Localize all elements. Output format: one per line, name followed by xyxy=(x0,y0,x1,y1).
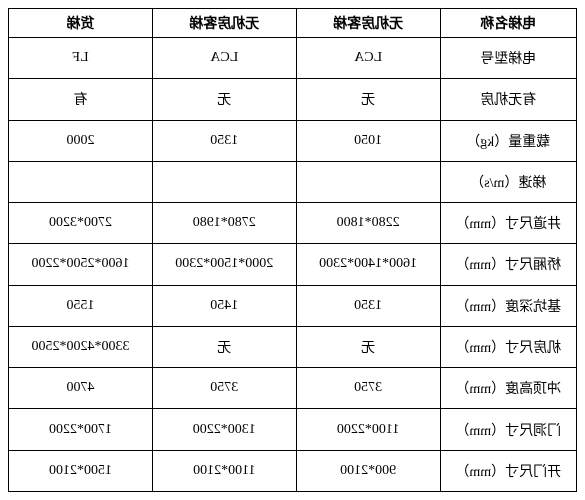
header-col3: 货梯 xyxy=(9,9,153,38)
row-cell: 3300*4200*2500 xyxy=(9,326,153,367)
table-body: 电梯型号 LCA LCA LF 有无机房 无 无 有 载重量（kg） 1050 … xyxy=(9,38,577,492)
row-cell: 1350 xyxy=(152,120,296,161)
row-cell: LF xyxy=(9,38,153,79)
row-cell: 900*2100 xyxy=(296,450,440,491)
row-cell: 1600*1400*2300 xyxy=(296,244,440,285)
row-cell xyxy=(296,161,440,202)
row-cell: LCA xyxy=(152,38,296,79)
row-label: 载重量（kg） xyxy=(440,120,576,161)
header-col1: 无机房客梯 xyxy=(296,9,440,38)
row-label: 基坑深度（mm） xyxy=(440,285,576,326)
row-cell: 1050 xyxy=(296,120,440,161)
row-cell: 无 xyxy=(152,79,296,120)
row-label: 冲顶高度（mm） xyxy=(440,368,576,409)
table-row: 电梯型号 LCA LCA LF xyxy=(9,38,577,79)
row-cell: 1100*2200 xyxy=(296,409,440,450)
table-row: 基坑深度（mm） 1350 1450 1550 xyxy=(9,285,577,326)
table-row: 载重量（kg） 1050 1350 2000 xyxy=(9,120,577,161)
header-label: 电梯名称 xyxy=(440,9,576,38)
row-label: 桥厢尺寸（mm） xyxy=(440,244,576,285)
table-row: 门洞尺寸（mm） 1100*2200 1300*2200 1700*2200 xyxy=(9,409,577,450)
row-cell xyxy=(9,161,153,202)
row-cell: 3750 xyxy=(296,368,440,409)
row-label: 井道尺寸（mm） xyxy=(440,203,576,244)
row-cell: 有 xyxy=(9,79,153,120)
row-label: 有无机房 xyxy=(440,79,576,120)
row-cell: 2280*1800 xyxy=(296,203,440,244)
row-cell: 1100*2100 xyxy=(152,450,296,491)
row-label: 梯速（m/s） xyxy=(440,161,576,202)
table-row: 冲顶高度（mm） 3750 3750 4700 xyxy=(9,368,577,409)
row-cell: 无 xyxy=(296,79,440,120)
elevator-spec-table-wrapper: 电梯名称 无机房客梯 无机房客梯 货梯 电梯型号 LCA LCA LF 有无机房… xyxy=(0,0,585,500)
table-row: 机房尺寸（mm） 无 无 3300*4200*2500 xyxy=(9,326,577,367)
row-cell: 1700*2200 xyxy=(9,409,153,450)
row-label: 门洞尺寸（mm） xyxy=(440,409,576,450)
elevator-spec-table: 电梯名称 无机房客梯 无机房客梯 货梯 电梯型号 LCA LCA LF 有无机房… xyxy=(8,8,577,492)
row-cell: 4700 xyxy=(9,368,153,409)
row-cell: 2700*3200 xyxy=(9,203,153,244)
row-cell: 3750 xyxy=(152,368,296,409)
row-cell: 2780*1980 xyxy=(152,203,296,244)
row-cell: 无 xyxy=(296,326,440,367)
row-cell xyxy=(152,161,296,202)
row-cell: 无 xyxy=(152,326,296,367)
row-cell: 1500*2100 xyxy=(9,450,153,491)
table-row: 桥厢尺寸（mm） 1600*1400*2300 2000*1500*2300 1… xyxy=(9,244,577,285)
row-cell: 2000*1500*2300 xyxy=(152,244,296,285)
header-col2: 无机房客梯 xyxy=(152,9,296,38)
row-cell: 1350 xyxy=(296,285,440,326)
row-cell: 1550 xyxy=(9,285,153,326)
row-cell: LCA xyxy=(296,38,440,79)
row-label: 开门尺寸（mm） xyxy=(440,450,576,491)
row-cell: 1450 xyxy=(152,285,296,326)
row-label: 电梯型号 xyxy=(440,38,576,79)
table-row: 有无机房 无 无 有 xyxy=(9,79,577,120)
table-header-row: 电梯名称 无机房客梯 无机房客梯 货梯 xyxy=(9,9,577,38)
row-label: 机房尺寸（mm） xyxy=(440,326,576,367)
table-row: 开门尺寸（mm） 900*2100 1100*2100 1500*2100 xyxy=(9,450,577,491)
table-row: 梯速（m/s） xyxy=(9,161,577,202)
row-cell: 1600*2500*2200 xyxy=(9,244,153,285)
table-row: 井道尺寸（mm） 2280*1800 2780*1980 2700*3200 xyxy=(9,203,577,244)
row-cell: 2000 xyxy=(9,120,153,161)
row-cell: 1300*2200 xyxy=(152,409,296,450)
